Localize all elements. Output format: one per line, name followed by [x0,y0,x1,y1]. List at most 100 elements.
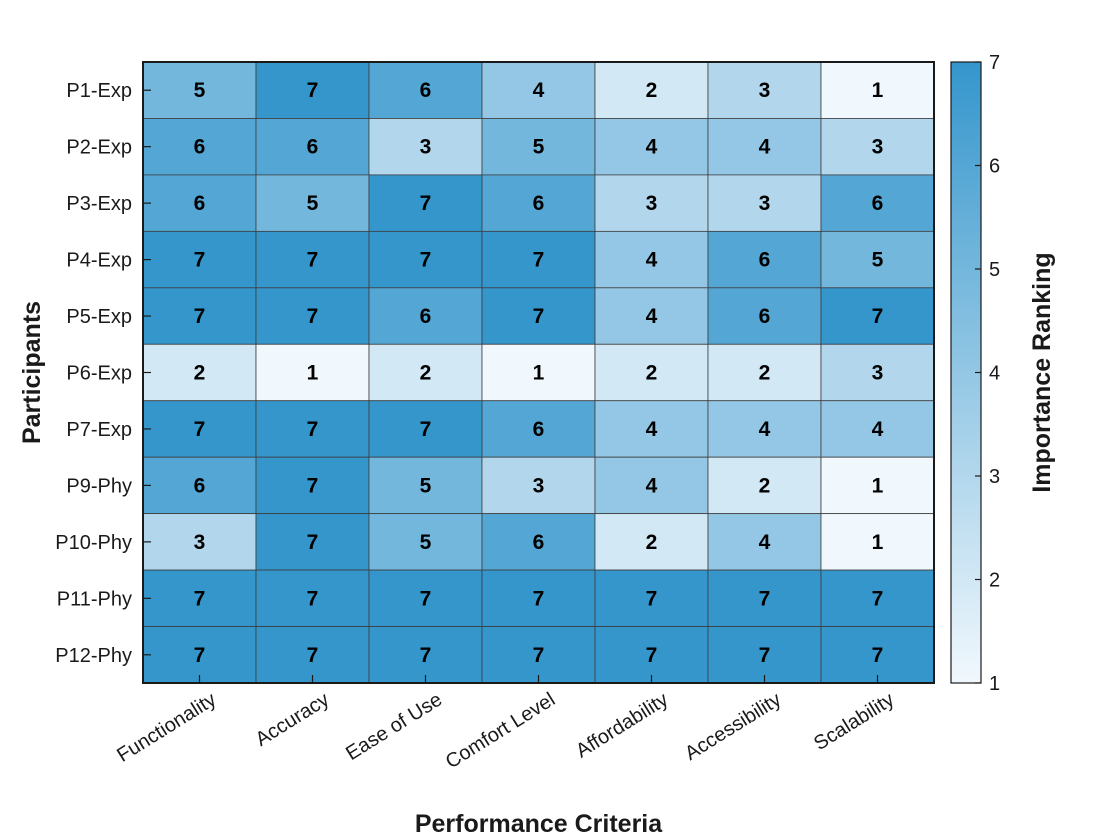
cell-value-label: 3 [759,192,771,215]
colorbar-title: Importance Ranking [1028,252,1056,492]
cell-value-label: 7 [759,587,771,610]
cell-value-label: 4 [759,136,771,159]
cell-value-label: 5 [420,531,432,554]
heatmap-cell-labels: 5 7 6 4 2 3 1 6 6 3 5 4 4 3 6 5 7 6 3 3 6 7 7 7 7 4 6 5 7 7 6 7 4 6 7 2 1 2 1 2… [194,79,884,667]
x-tick-label: Scalability [810,689,898,755]
cell-value-label: 5 [533,136,545,159]
heatmap-cell [820,626,935,684]
heatmap-cell [255,230,370,289]
colorbar: 1 2 3 4 5 6 7 [950,52,1000,695]
cell-value-label: 7 [872,305,884,328]
x-tick-label: Comfort Level [442,689,559,774]
x-axis-ticks: Functionality Accuracy Ease of UseComfort … [113,675,898,773]
cell-value-label: 1 [872,79,884,102]
y-axis-title: Participants [18,301,46,444]
cell-value-label: 5 [194,79,206,102]
cell-value-label: 2 [420,362,432,385]
heatmap-cell [594,513,709,571]
x-axis-title: Performance Criteria [415,810,663,838]
heatmap-cell [142,343,257,402]
cell-value-label: 7 [194,587,206,610]
heatmap-cell [481,61,596,119]
heatmap-cell [820,174,935,232]
cell-value-label: 4 [646,249,658,272]
heatmap-cell [255,456,370,515]
cell-value-label: 7 [420,644,432,667]
cell-value-label: 1 [872,474,884,497]
heatmap-cell [594,343,709,402]
heatmap-cell [368,118,483,176]
heatmap-cell [820,230,935,289]
heatmap-cell [707,118,822,176]
cell-value-label: 6 [194,136,206,159]
heatmap-cell [820,400,935,458]
cell-value-label: 7 [194,644,206,667]
heatmap-cell [594,118,709,176]
heatmap-cell [820,287,935,345]
cell-value-label: 2 [646,362,658,385]
x-tick-label: Affordability [572,689,672,763]
cell-value-label: 1 [307,362,319,385]
cell-value-label: 6 [533,531,545,554]
cell-value-label: 7 [533,644,545,667]
heatmap-cell [820,343,935,402]
colorbar-tick-label: 4 [989,363,1000,385]
cell-value-label: 7 [646,644,658,667]
heatmap-cell [594,174,709,232]
colorbar-tick-label: 5 [989,259,1000,281]
heatmap-cell [481,400,596,458]
cell-value-label: 3 [420,136,432,159]
colorbar-tick-label: 1 [989,673,1000,695]
heatmap-cell [481,174,596,232]
heatmap-cell [368,626,483,684]
cell-value-label: 3 [759,79,771,102]
cell-value-label: 2 [646,531,658,554]
cell-value-label: 7 [420,418,432,441]
cell-value-label: 3 [872,362,884,385]
cell-value-label: 2 [759,474,771,497]
heatmap-cell [481,626,596,684]
cell-value-label: 6 [533,418,545,441]
cell-value-label: 7 [533,587,545,610]
cell-value-label: 7 [307,79,319,102]
cell-value-label: 6 [194,474,206,497]
heatmap-cell [368,400,483,458]
heatmap-cell [142,456,257,515]
cell-value-label: 7 [872,587,884,610]
heatmap-cell [255,343,370,402]
cell-value-label: 7 [420,587,432,610]
cell-value-label: 3 [872,136,884,159]
cell-value-label: 7 [307,305,319,328]
heatmap-cell [707,230,822,289]
cell-value-label: 7 [872,644,884,667]
colorbar-tick-label: 3 [989,466,1000,488]
cell-value-label: 3 [533,474,545,497]
cell-value-label: 7 [194,305,206,328]
cell-value-label: 7 [307,249,319,272]
heatmap-cell [481,343,596,402]
cell-value-label: 4 [646,474,658,497]
y-tick-label: P6-Exp [66,363,132,385]
cell-value-label: 6 [420,305,432,328]
heatmap-cell [481,230,596,289]
cell-value-label: 6 [533,192,545,215]
heatmap-cell [368,569,483,627]
cell-value-label: 7 [307,531,319,554]
heatmap-cell [142,287,257,345]
cell-value-label: 4 [872,418,884,441]
heatmap-cell [368,343,483,402]
cell-value-label: 4 [533,79,545,102]
cell-value-label: 4 [759,418,771,441]
heatmap-cell [368,174,483,232]
heatmap-cell [142,61,257,119]
x-tick-label: Functionality [113,689,220,767]
heatmap-cell [820,456,935,515]
heatmap-cell [481,569,596,627]
heatmap-cell [707,400,822,458]
heatmap-cell [820,569,935,627]
heatmap-cell [707,626,822,684]
cell-value-label: 7 [307,644,319,667]
x-tick-label: Accessibility [681,689,785,765]
heatmap-cell [142,230,257,289]
